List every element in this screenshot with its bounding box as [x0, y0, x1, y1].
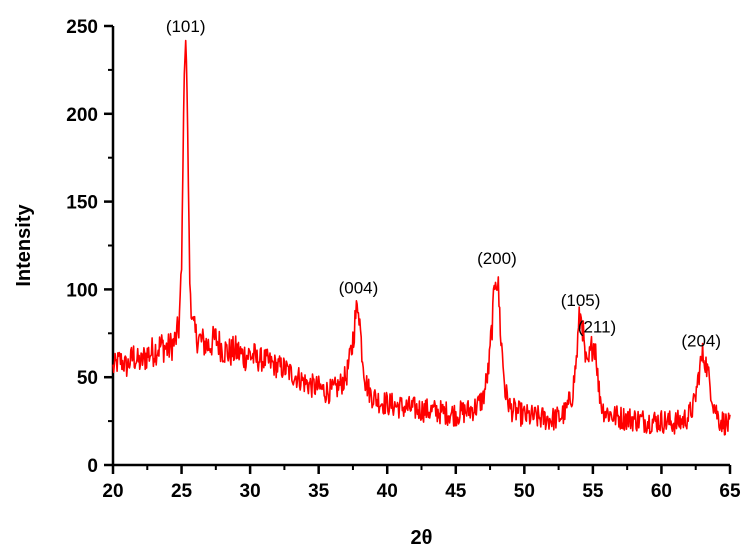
x-tick-label: 65 — [719, 481, 741, 502]
x-tick-label: 35 — [308, 481, 330, 502]
x-axis-ticks: 20 25 30 35 40 45 50 55 60 65 — [102, 465, 741, 502]
y-tick-label: 100 — [66, 280, 98, 301]
x-axis-title: 2θ — [411, 527, 433, 549]
x-tick-label: 50 — [514, 481, 535, 502]
y-axis-title: Intensity — [13, 204, 35, 287]
y-tick-label: 50 — [77, 368, 98, 389]
y-tick-label: 200 — [66, 105, 98, 126]
x-tick-label: 30 — [240, 481, 261, 502]
intensity-series-line — [112, 39, 731, 436]
x-tick-label: 40 — [377, 481, 398, 502]
x-tick-label: 60 — [651, 481, 672, 502]
series-group — [112, 39, 731, 436]
x-tick-label: 25 — [171, 481, 193, 502]
peak-label: (101) — [166, 17, 206, 36]
peak-label: (200) — [477, 249, 517, 268]
y-tick-label: 150 — [66, 193, 98, 214]
x-tick-label: 55 — [582, 481, 604, 502]
y-axis-ticks: 0 50 100 150 200 250 — [66, 17, 113, 477]
y-tick-label: 0 — [87, 456, 98, 477]
peak-label: (105) — [561, 291, 601, 310]
x-tick-label: 20 — [102, 481, 123, 502]
peak-label: (204) — [681, 331, 721, 350]
peak-annotations: (101) (004) (200) (105) (211) (204) — [166, 17, 721, 350]
peak-label: (004) — [339, 279, 379, 298]
peak-label: (211) — [578, 317, 616, 336]
x-tick-label: 45 — [445, 481, 467, 502]
y-tick-label: 250 — [66, 17, 98, 38]
